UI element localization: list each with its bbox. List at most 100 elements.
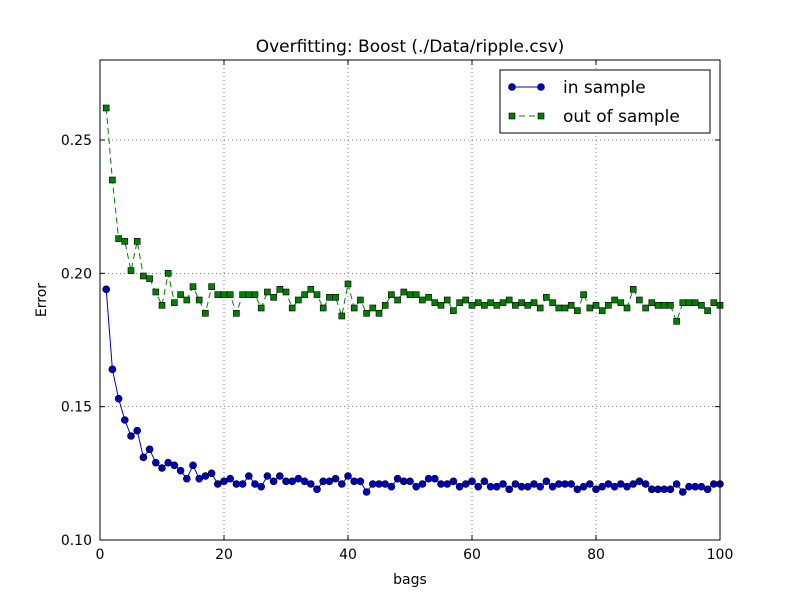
out-of-sample-point: [133, 238, 141, 245]
in-sample-point: [430, 474, 439, 483]
out-of-sample-point: [667, 302, 674, 309]
x-tick-label: 80: [587, 547, 605, 563]
in-sample-point: [505, 485, 514, 494]
in-sample-point: [275, 472, 284, 480]
out-of-sample-point: [257, 304, 265, 312]
out-of-sample-point: [127, 267, 135, 274]
out-of-sample-point: [102, 104, 110, 112]
in-sample-point: [641, 480, 650, 488]
out-of-sample-point: [202, 310, 209, 317]
out-of-sample-point: [338, 312, 346, 320]
legend-out-of-sample-label: out of sample: [563, 107, 680, 127]
in-sample-point: [474, 482, 483, 491]
in-sample-point: [189, 461, 197, 470]
out-of-sample-point: [561, 304, 569, 312]
out-of-sample-point: [301, 291, 308, 298]
out-of-sample-point: [140, 272, 147, 280]
legend-in-sample-marker-left: [508, 83, 516, 91]
out-of-sample-point: [586, 304, 594, 312]
out-of-sample-point: [394, 296, 401, 304]
legend-in-sample-marker-right: [537, 83, 545, 91]
out-of-sample-point: [660, 302, 668, 309]
in-sample-point: [145, 445, 154, 454]
in-sample-point: [121, 416, 129, 424]
out-of-sample-point: [499, 299, 507, 306]
x-axis-label: bags: [393, 572, 427, 588]
in-sample-point: [344, 472, 352, 480]
out-of-sample-point: [431, 299, 439, 306]
out-of-sample-point: [419, 296, 426, 304]
x-tick-label: 100: [707, 547, 734, 563]
y-tick-label: 0.10: [61, 533, 92, 549]
in-sample-point: [269, 477, 278, 486]
out-of-sample-point: [319, 304, 327, 312]
in-sample-point: [480, 477, 489, 486]
out-of-sample-point: [344, 280, 352, 288]
out-of-sample-point: [313, 291, 321, 298]
out-of-sample-point: [549, 299, 556, 306]
out-of-sample-point: [518, 299, 525, 306]
x-tick-label: 0: [96, 547, 105, 563]
out-of-sample-point: [164, 270, 172, 277]
out-of-sample-point: [251, 291, 259, 298]
out-of-sample-point: [295, 296, 302, 304]
in-sample-point: [406, 477, 414, 486]
x-tick-label: 60: [463, 547, 481, 563]
in-sample-point: [468, 477, 476, 486]
out-of-sample-point: [195, 296, 203, 304]
in-sample-point: [567, 480, 576, 488]
in-sample-point: [306, 480, 315, 488]
out-of-sample-point: [524, 302, 532, 309]
out-of-sample-point: [146, 275, 153, 282]
out-of-sample-point: [270, 294, 277, 301]
out-of-sample-point: [412, 291, 420, 298]
out-of-sample-point: [605, 302, 612, 309]
out-of-sample-point: [487, 299, 494, 306]
out-of-sample-point: [685, 299, 693, 306]
out-of-sample-point: [171, 299, 178, 306]
x-tick-label: 20: [215, 547, 233, 563]
in-sample-point: [127, 432, 135, 440]
out-of-sample-point: [629, 286, 637, 293]
y-axis-label: Error: [34, 283, 50, 317]
in-sample-point: [585, 480, 594, 488]
out-of-sample-point: [592, 302, 600, 309]
out-of-sample-point: [611, 296, 618, 304]
out-of-sample-point: [512, 302, 519, 309]
in-sample-point: [678, 488, 687, 496]
out-of-sample-point: [400, 288, 408, 296]
out-of-sample-point: [598, 307, 606, 314]
out-of-sample-point: [462, 296, 470, 304]
in-sample-point: [337, 480, 346, 488]
in-sample-point: [672, 480, 681, 488]
out-of-sample-point: [456, 299, 463, 306]
out-of-sample-point: [332, 294, 339, 301]
out-of-sample-point: [450, 307, 457, 314]
out-of-sample-point: [698, 302, 705, 309]
in-sample-point: [158, 464, 166, 472]
in-sample-point: [313, 485, 321, 494]
in-sample-point: [387, 482, 396, 491]
out-of-sample-point: [437, 302, 445, 309]
out-of-sample-point: [555, 304, 563, 312]
out-of-sample-point: [443, 296, 451, 304]
out-of-sample-point: [673, 318, 680, 325]
out-of-sample-point: [505, 296, 513, 304]
in-sample-point: [542, 477, 551, 486]
out-of-sample-point: [115, 235, 122, 242]
out-of-sample-point: [648, 299, 656, 306]
out-of-sample-point: [636, 296, 643, 304]
out-of-sample-point: [710, 299, 718, 306]
grid: [100, 60, 720, 540]
in-sample-point: [356, 477, 365, 486]
out-of-sample-point: [530, 299, 538, 306]
out-of-sample-point: [493, 302, 501, 309]
out-of-sample-point: [375, 310, 383, 317]
out-of-sample-point: [226, 291, 234, 298]
out-of-sample-point: [109, 176, 116, 184]
out-of-sample-point: [642, 304, 649, 312]
in-sample-point: [133, 426, 141, 435]
in-sample-point: [536, 482, 545, 491]
in-sample-point: [666, 485, 675, 494]
out-of-sample-point: [158, 302, 166, 309]
